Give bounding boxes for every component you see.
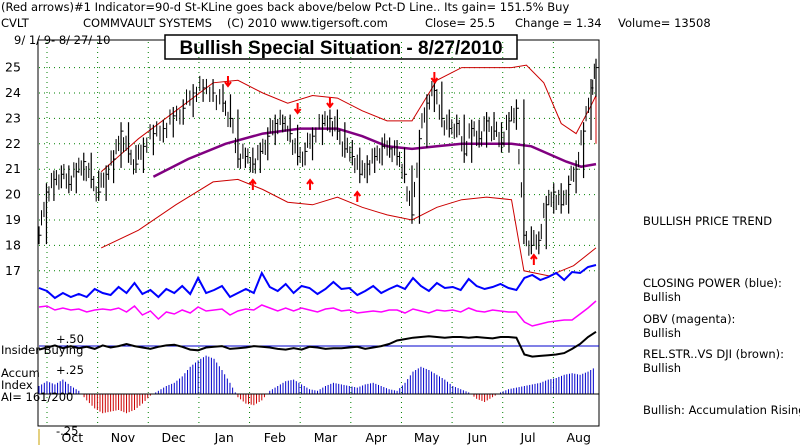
price-trend-note: BULLISH PRICE TREND xyxy=(643,214,772,228)
y-tick-label: 24 xyxy=(5,85,21,100)
volume-value: Volume= 13508 xyxy=(618,16,711,30)
insider-plus-label: +.50 xyxy=(56,332,84,346)
insider-line xyxy=(38,330,597,358)
close-value: Close= 25.5 xyxy=(425,16,495,30)
closing-power-note: CLOSING POWER (blue): xyxy=(643,276,782,290)
buy-arrow-icon xyxy=(249,178,257,190)
chart-title: Bullish Special Situation - 8/27/2010 xyxy=(179,38,502,59)
buy-arrow-icon xyxy=(530,253,538,265)
header-indicator-line: (Red arrows)#1 Indicator=90-d St-KLine g… xyxy=(1,0,569,14)
month-label-may: May xyxy=(414,430,440,445)
relstr-note: REL.STR..VS DJI (brown): xyxy=(643,347,784,361)
insider-buying-label: Insider Buying xyxy=(1,343,83,357)
y-tick-label: 17 xyxy=(5,263,21,278)
change-value: Change = 1.34 xyxy=(515,16,602,30)
month-label-apr: Apr xyxy=(365,430,387,445)
y-tick-label: 22 xyxy=(5,136,21,151)
month-label-jun: Jun xyxy=(467,430,488,445)
sell-arrow-icon xyxy=(326,97,334,109)
month-label-nov: Nov xyxy=(111,430,136,445)
y-tick-label: 23 xyxy=(5,110,21,125)
buy-arrow-icon xyxy=(306,178,314,190)
ticker-label: CVLT xyxy=(1,16,30,30)
y-tick-label: 20 xyxy=(5,187,21,202)
sell-arrow-icon xyxy=(430,72,439,84)
accum-label: Accum xyxy=(1,366,40,380)
closing-power-line xyxy=(38,264,597,300)
lower-band-line xyxy=(100,178,597,277)
month-label-jan: Jan xyxy=(214,430,234,445)
month-label-mar: Mar xyxy=(314,430,338,445)
obv-value: Bullish xyxy=(643,326,681,340)
index-label: Index xyxy=(1,378,33,392)
copyright-label: (C) 2010 www.tigersoft.com xyxy=(227,16,388,30)
sell-arrow-icon xyxy=(224,76,232,88)
month-label-feb: Feb xyxy=(264,430,286,445)
month-label-dec: Dec xyxy=(161,430,185,445)
y-tick-label: 21 xyxy=(5,161,21,176)
accum-rising-note: Bullish: Accumulation Rising xyxy=(643,403,800,417)
buy-arrow-icon xyxy=(353,190,362,202)
obv-note: OBV (magenta): xyxy=(643,312,735,326)
y-tick-label: 25 xyxy=(5,60,21,75)
moving-average-line xyxy=(152,127,597,178)
title-box xyxy=(164,34,518,60)
plot-frame xyxy=(37,39,600,427)
month-label-aug: Aug xyxy=(566,430,590,445)
obv-line xyxy=(38,300,597,327)
ai-label: AI= 161/200 xyxy=(1,390,73,404)
upper-band-line xyxy=(100,64,597,173)
relstr-value: Bullish xyxy=(643,361,681,375)
accum-minus-label: -.25 xyxy=(56,424,78,438)
company-name: COMMVAULT SYSTEMS xyxy=(83,16,212,30)
sell-arrow-icon xyxy=(293,103,302,115)
y-tick-label: 18 xyxy=(5,237,21,252)
accum-plus-label: +.25 xyxy=(56,363,84,377)
month-label-jul: Jul xyxy=(519,430,535,445)
month-label-oct: Oct xyxy=(62,430,84,445)
closing-power-value: Bullish xyxy=(643,290,681,304)
y-tick-label: 19 xyxy=(5,212,21,227)
